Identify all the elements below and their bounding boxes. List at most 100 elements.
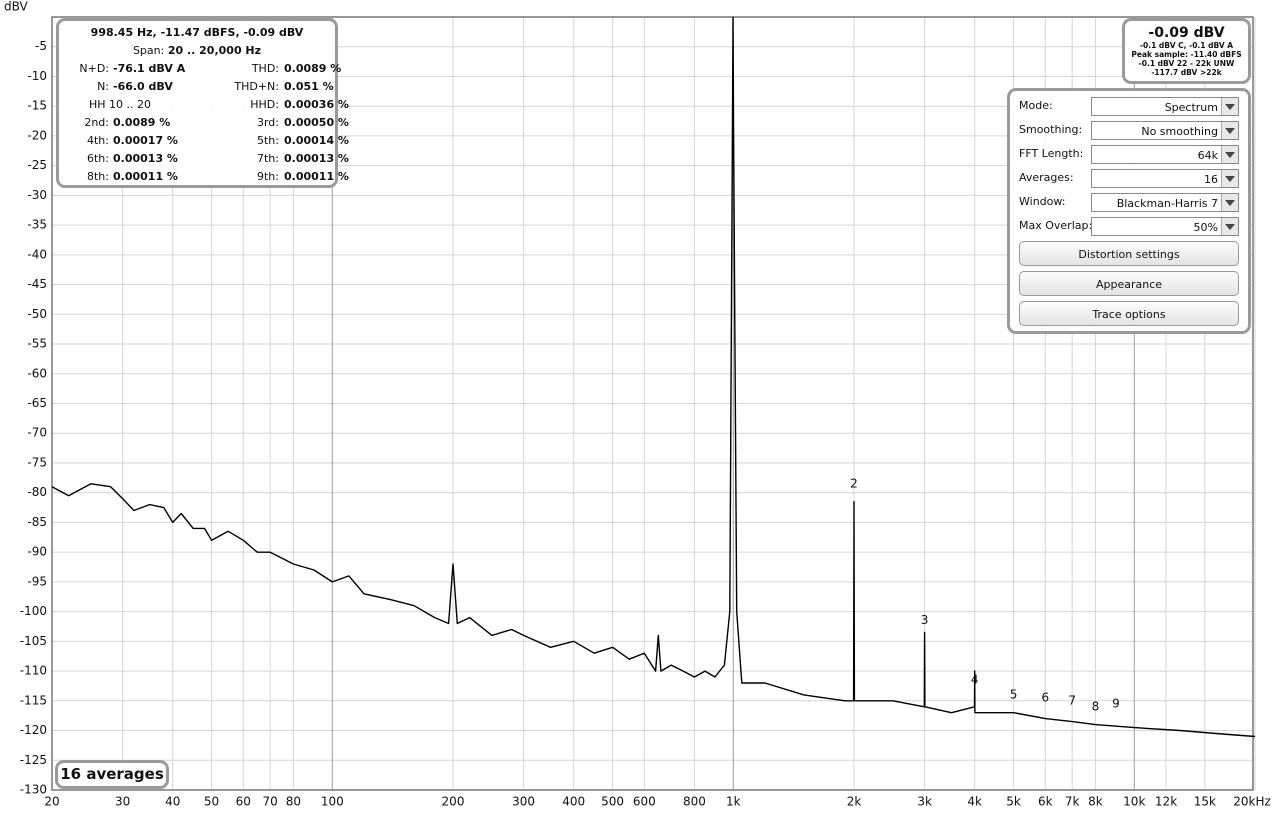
x-tick-label: 500 [601,795,624,809]
dropdown-arrow [1221,98,1238,115]
x-tick-label: 400 [562,795,585,809]
y-tick-label: -55 [27,337,47,351]
x-tick-label: 80 [286,795,301,809]
y-tick-label: -20 [27,128,47,142]
harmonic-label: 5 [1010,687,1018,701]
measurement-label: 2nd: [84,116,109,129]
measurement-label: 5th: [257,134,279,147]
y-tick-label: -130 [20,783,47,797]
dropdown-value: No smoothing [1141,125,1218,138]
dropdown[interactable]: Blackman-Harris 7 [1091,193,1239,212]
setting-label: Averages: [1019,171,1074,184]
y-tick-label: -85 [27,515,47,529]
measurement-label: THD: [251,62,279,75]
harmonic-label: 8 [1092,699,1100,713]
x-tick-label: 20kHz [1233,795,1271,809]
plot-border [51,16,1254,791]
measurement: THD: 0.0089 % [179,60,341,78]
measurement-value: 0.00014 % [284,134,349,147]
y-axis-label: dBV [4,0,28,14]
setting-label: Smoothing: [1019,123,1083,136]
measurement-value: 0.0089 % [113,116,171,129]
averages-badge: 16 averages [55,760,169,789]
level-line: -117.7 dBV >22k [1151,68,1222,77]
level-panel: -0.09 dBV -0.1 dBV C, -0.1 dBV A Peak samp… [1122,18,1251,84]
button[interactable]: Distortion settings [1019,241,1239,266]
x-tick-label: 600 [633,795,656,809]
x-tick-label: 2k [847,795,862,809]
y-tick-label: -30 [27,188,47,202]
harmonic-label: 6 [1042,690,1050,704]
x-tick-label: 7k [1065,795,1080,809]
level-value: -0.09 dBV [1148,25,1225,41]
dropdown[interactable]: Spectrum [1091,97,1239,116]
y-tick-label: -75 [27,455,47,469]
x-tick-label: 50 [204,795,219,809]
button[interactable]: Appearance [1019,271,1239,296]
button[interactable]: Trace options [1019,301,1239,326]
dropdown[interactable]: No smoothing [1091,121,1239,140]
dropdown-arrow [1221,194,1238,211]
measurement: HH 10 .. 20 [59,96,151,114]
x-tick-label: 30 [115,795,130,809]
dropdown-arrow [1221,146,1238,163]
x-tick-label: 60 [236,795,251,809]
y-tick-label: -65 [27,396,47,410]
y-tick-label: -40 [27,247,47,261]
dropdown[interactable]: 16 [1091,169,1239,188]
harmonic-label: 2 [850,476,858,490]
x-tick-label: 300 [512,795,535,809]
span-row: Span: 20 .. 20,000 Hz [59,42,335,60]
y-tick-label: -10 [27,69,47,83]
level-line: -0.1 dBV C, -0.1 dBV A [1139,41,1234,50]
x-tick-label: 15k [1194,795,1216,809]
measurement-label: 3rd: [256,116,279,129]
measurement-label: 8th: [87,170,109,183]
dropdown-value: 64k [1197,149,1218,162]
y-tick-label: -100 [20,604,47,618]
measurement: 2nd: 0.0089 % [59,114,170,132]
measurement-value: 0.051 % [284,80,334,93]
x-tick-label: 12k [1155,795,1177,809]
dropdown-value: Blackman-Harris 7 [1116,197,1218,210]
dropdown[interactable]: 64k [1091,145,1239,164]
spectrum-trace [51,16,1256,738]
y-tick-label: -125 [20,753,47,767]
measurement-label: THD+N: [234,80,279,93]
measurement-value: 0.0089 % [284,62,342,75]
span-value: 20 .. 20,000 Hz [167,44,262,57]
x-tick-label: 4k [967,795,982,809]
x-tick-label: 40 [165,795,180,809]
y-tick-label: -15 [27,99,47,113]
x-tick-label: 3k [917,795,932,809]
harmonic-label: 3 [921,613,929,627]
dropdown-arrow [1221,122,1238,139]
x-tick-label: 800 [683,795,706,809]
level-line: Peak sample: -11.40 dBFS [1131,50,1242,59]
info-panel: 998.45 Hz, -11.47 dBFS, -0.09 dBV Span: 2… [56,18,349,188]
y-tick-label: -45 [27,277,47,291]
span-label: Span: [132,44,165,57]
dropdown-arrow [1221,170,1238,187]
setting-label: Window: [1019,195,1066,208]
x-tick-label: 1k [726,795,741,809]
measurement-value: 0.00013 % [113,152,178,165]
harmonic-label: 9 [1112,696,1120,710]
measurement-value: 0.00011 % [284,170,349,183]
measurement-label: HH 10 .. 20 [89,98,152,111]
y-tick-label: -120 [20,723,47,737]
y-tick-label: -50 [27,307,47,321]
measurement: 7th: 0.00013 % [179,150,349,168]
dropdown-value: Spectrum [1164,101,1218,114]
headline: 998.45 Hz, -11.47 dBFS, -0.09 dBV [90,26,304,39]
measurement-value: -76.1 dBV A [113,62,186,75]
x-tick-label: 6k [1038,795,1053,809]
measurement-value: 0.00011 % [113,170,178,183]
measurement: 4th: 0.00017 % [59,132,178,150]
measurement: 9th: 0.00011 % [179,168,349,186]
measurement-value: -66.0 dBV [113,80,173,93]
dropdown[interactable]: 50% [1091,217,1239,236]
setting-label: FFT Length: [1019,147,1084,160]
measurement: THD+N: 0.051 % [179,78,333,96]
